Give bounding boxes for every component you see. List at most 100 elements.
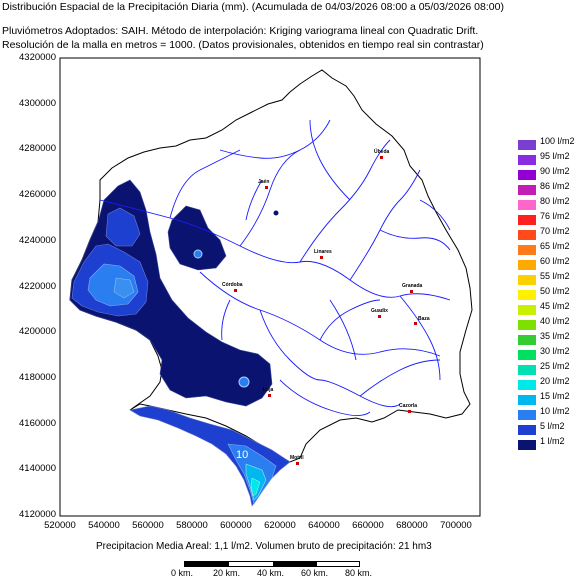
legend-label: 50 l/m2 bbox=[540, 286, 570, 296]
legend-swatch bbox=[518, 290, 536, 300]
city-label: Granada bbox=[402, 283, 423, 289]
scale-label: 40 km. bbox=[257, 568, 285, 578]
y-tick: 4220000 bbox=[19, 281, 56, 292]
map-method: Pluviómetros Adoptados: SAIH. Método de … bbox=[2, 25, 479, 37]
city-label: Jaén bbox=[258, 179, 270, 185]
scale-label: 20 km. bbox=[213, 568, 241, 578]
x-tick: 540000 bbox=[88, 520, 120, 531]
scale-label: 60 km. bbox=[301, 568, 329, 578]
legend-label: 1 l/m2 bbox=[540, 436, 565, 446]
legend-label: 45 l/m2 bbox=[540, 301, 570, 311]
legend-label: 5 l/m2 bbox=[540, 421, 565, 431]
legend-label: 90 l/m2 bbox=[540, 166, 570, 176]
y-tick: 4280000 bbox=[19, 143, 56, 154]
legend-swatch bbox=[518, 155, 536, 165]
x-tick: 580000 bbox=[176, 520, 208, 531]
river-network bbox=[99, 119, 451, 416]
x-tick: 640000 bbox=[308, 520, 340, 531]
scale-bar bbox=[184, 561, 360, 567]
contour-label: 10 bbox=[236, 449, 248, 461]
legend-label: 55 l/m2 bbox=[540, 271, 570, 281]
legend-swatch bbox=[518, 275, 536, 285]
y-tick: 4140000 bbox=[19, 463, 56, 474]
legend-label: 10 l/m2 bbox=[540, 406, 570, 416]
x-tick: 700000 bbox=[440, 520, 472, 531]
city-marker bbox=[265, 186, 268, 189]
city-label: Úbeda bbox=[374, 149, 390, 155]
city-label: Motril bbox=[290, 455, 304, 461]
city-label: Córdoba bbox=[222, 282, 243, 288]
y-tick: 4200000 bbox=[19, 326, 56, 337]
city-label: Cazorla bbox=[399, 403, 418, 409]
city-label: Baza bbox=[418, 316, 430, 322]
map-title: Distribución Espacial de la Precipitació… bbox=[2, 1, 504, 13]
city-label: Linares bbox=[314, 249, 332, 255]
scale-label: 80 km. bbox=[345, 568, 373, 578]
legend-swatch bbox=[518, 215, 536, 225]
y-tick: 4240000 bbox=[19, 235, 56, 246]
legend-swatch bbox=[518, 170, 536, 180]
city-marker bbox=[296, 462, 299, 465]
y-tick: 4320000 bbox=[19, 52, 56, 63]
legend-swatch bbox=[518, 200, 536, 210]
x-tick: 620000 bbox=[264, 520, 296, 531]
map-resolution: Resolución de la malla en metros = 1000.… bbox=[2, 39, 484, 51]
legend-label: 25 l/m2 bbox=[540, 361, 570, 371]
precip-inner-3 bbox=[250, 477, 261, 497]
x-tick: 660000 bbox=[352, 520, 384, 531]
legend-label: 80 l/m2 bbox=[540, 196, 570, 206]
legend-swatch bbox=[518, 365, 536, 375]
precip-spot-3 bbox=[273, 210, 279, 216]
precip-west-core bbox=[113, 277, 135, 299]
scale-label: 0 km. bbox=[171, 568, 194, 578]
legend-swatch bbox=[518, 185, 536, 195]
legend-label: 95 l/m2 bbox=[540, 151, 570, 161]
y-tick: 4180000 bbox=[19, 372, 56, 383]
legend-label: 35 l/m2 bbox=[540, 331, 570, 341]
legend-swatch bbox=[518, 140, 536, 150]
legend-swatch bbox=[518, 350, 536, 360]
legend-swatch bbox=[518, 410, 536, 420]
x-tick: 560000 bbox=[132, 520, 164, 531]
legend-swatch bbox=[518, 380, 536, 390]
x-tick: 680000 bbox=[396, 520, 428, 531]
y-tick: 4160000 bbox=[19, 418, 56, 429]
precip-spot-1 bbox=[193, 249, 203, 259]
legend-label: 76 l/m2 bbox=[540, 211, 570, 221]
legend-swatch bbox=[518, 320, 536, 330]
legend-swatch bbox=[518, 425, 536, 435]
city-marker bbox=[410, 290, 413, 293]
legend-swatch bbox=[518, 245, 536, 255]
legend-label: 60 l/m2 bbox=[540, 256, 570, 266]
city-marker bbox=[234, 289, 237, 292]
city-marker bbox=[380, 156, 383, 159]
x-tick: 520000 bbox=[44, 520, 76, 531]
city-marker bbox=[414, 322, 417, 325]
city-label: Guadix bbox=[371, 308, 388, 314]
areal-stats: Precipitacion Media Areal: 1,1 l/m2. Vol… bbox=[96, 541, 432, 552]
legend-swatch bbox=[518, 335, 536, 345]
x-tick: 600000 bbox=[220, 520, 252, 531]
city-label: Loja bbox=[263, 387, 274, 393]
city-marker bbox=[268, 394, 271, 397]
city-marker bbox=[320, 256, 323, 259]
legend-label: 100 l/m2 bbox=[540, 136, 575, 146]
legend-swatch bbox=[518, 395, 536, 405]
legend-label: 30 l/m2 bbox=[540, 346, 570, 356]
legend-label: 20 l/m2 bbox=[540, 376, 570, 386]
legend-label: 70 l/m2 bbox=[540, 226, 570, 236]
city-marker bbox=[408, 410, 411, 413]
legend-label: 65 l/m2 bbox=[540, 241, 570, 251]
legend-label: 40 l/m2 bbox=[540, 316, 570, 326]
legend-swatch bbox=[518, 305, 536, 315]
precip-nw-blue bbox=[105, 207, 141, 247]
legend-swatch bbox=[518, 230, 536, 240]
precip-spot-2 bbox=[238, 376, 250, 388]
city-marker bbox=[378, 315, 381, 318]
legend-swatch bbox=[518, 260, 536, 270]
y-tick: 4300000 bbox=[19, 98, 56, 109]
y-tick: 4120000 bbox=[19, 509, 56, 520]
legend-swatch bbox=[518, 440, 536, 450]
legend-label: 15 l/m2 bbox=[540, 391, 570, 401]
